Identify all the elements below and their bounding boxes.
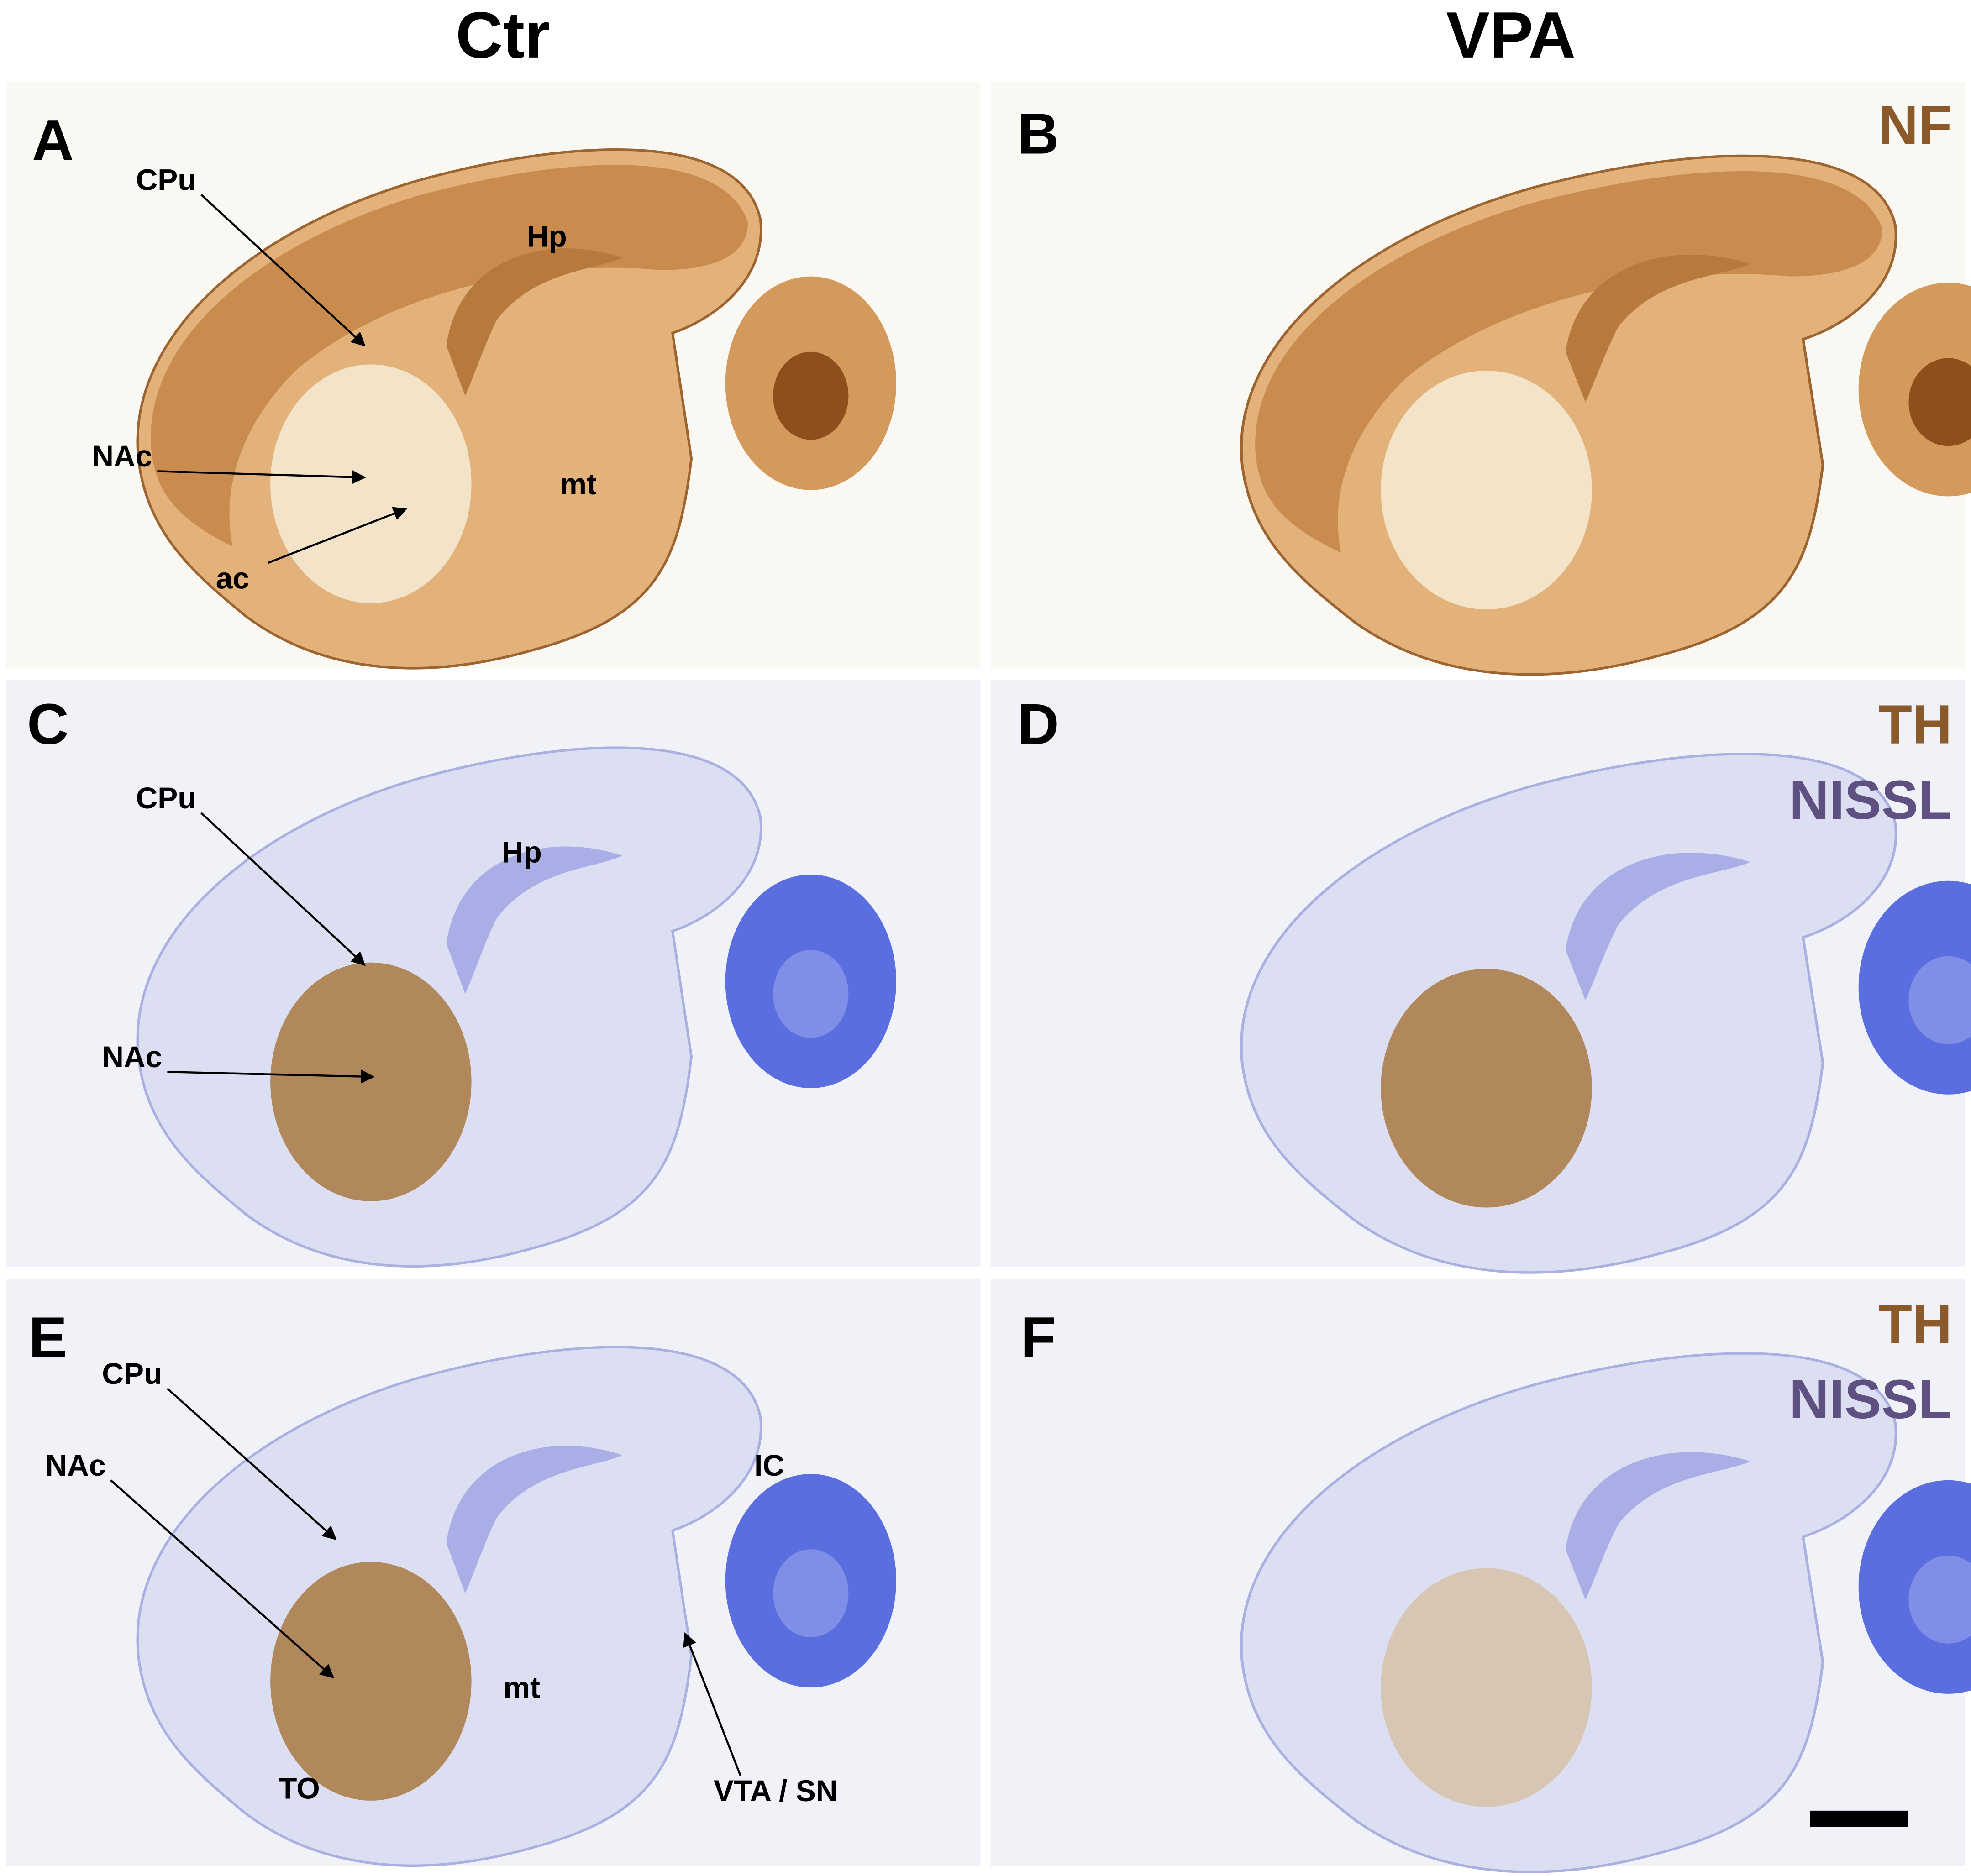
hippocampus [1565,254,1750,402]
striatum [270,364,472,603]
cerebellum-core [1908,358,1971,446]
region-label: NAc [92,439,152,473]
stain-label: TH [1878,693,1952,755]
region-label: mt [560,467,597,501]
region-label: CPu [136,781,196,815]
panel: E CPu NAc IC mt TO VTA / SN [6,1279,981,1867]
column-header: VPA [1446,0,1576,72]
cerebellum-core [773,351,849,440]
panels: A CPu Hp NAc mt ac B NF C CPu Hp NAc D TH NISSL E CPu NAc… [6,81,1971,1873]
striatum [270,1562,472,1801]
scale-bar [1810,1810,1908,1827]
region-label: NAc [45,1448,105,1482]
brain-section [1240,154,1971,676]
brain-section [136,1346,897,1867]
region-label: CPu [102,1357,162,1390]
stain-label: TH [1878,1293,1952,1355]
arrow [167,1069,375,1084]
region-label: mt [503,1671,540,1704]
hippocampus [1565,1452,1750,1600]
region-label: ac [216,561,249,595]
region-label: CPu [136,163,196,197]
cerebellum-core [773,950,849,1038]
arrow [267,507,408,564]
panel-letter: E [29,1305,67,1369]
panel-letter: A [32,107,74,172]
brain-section [1240,753,1971,1274]
striatum [270,962,472,1201]
panel: C CPu Hp NAc [6,680,981,1268]
panel: D TH NISSL [990,680,1971,1274]
striatum [1381,1568,1592,1807]
region-label: VTA / SN [714,1774,838,1808]
arrow [166,1388,337,1541]
cerebellum-core [773,1549,849,1637]
panel-letter: D [1017,692,1059,756]
arrow [683,1632,741,1776]
panel-letter: B [1017,101,1059,166]
stain-label: NISSL [1789,1368,1952,1430]
arrow [200,812,366,966]
region-label: Hp [527,219,567,253]
panel: A CPu Hp NAc mt ac [6,81,981,670]
cerebellum-core [1908,1556,1971,1644]
cerebellum-core [1908,956,1971,1044]
panel-letter: C [27,692,68,756]
brain-section [1240,1352,1971,1873]
region-label: NAc [102,1040,162,1074]
hippocampus [1565,853,1750,1001]
stain-label: NISSL [1789,769,1952,831]
region-label: TO [279,1771,320,1805]
striatum [1381,969,1592,1208]
panel: F TH NISSL [990,1279,1971,1873]
hippocampus [446,846,622,994]
brain-section [136,746,897,1268]
panel-letter: F [1020,1305,1056,1369]
hippocampus [446,248,622,396]
hippocampus [446,1446,622,1593]
arrow [157,470,366,484]
region-label: Hp [502,835,542,869]
stain-label: NF [1878,94,1952,156]
column-header: Ctr [456,0,550,72]
arrow [200,194,366,347]
region-label: IC [754,1448,784,1482]
panel: B NF [990,81,1971,676]
arrow [110,1479,335,1679]
striatum [1381,371,1592,610]
